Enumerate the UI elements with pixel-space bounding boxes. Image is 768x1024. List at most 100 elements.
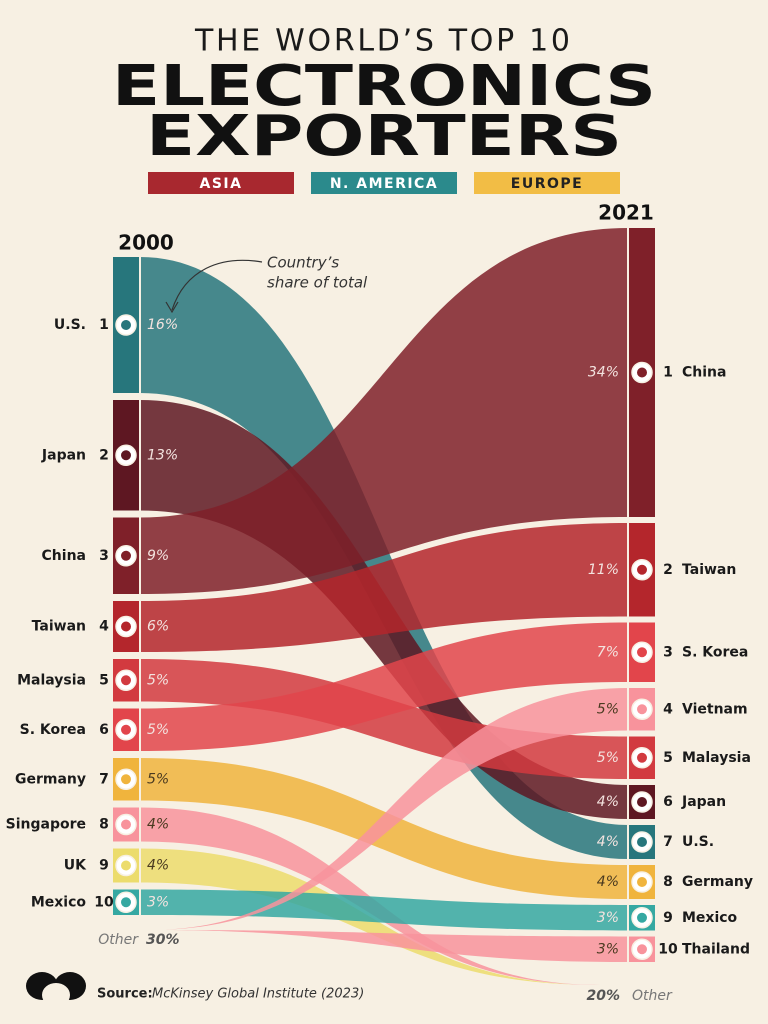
annotation: share of total	[267, 274, 368, 292]
rank: 1	[663, 365, 673, 381]
other-value: 30%	[146, 932, 180, 948]
flow	[140, 257, 628, 859]
legend-swatch	[474, 172, 620, 194]
flag-emblem	[637, 704, 647, 715]
country-name: UK	[64, 858, 87, 874]
country-name: U.S.	[54, 317, 86, 333]
country-name: Mexico	[682, 910, 738, 926]
flag-emblem	[637, 647, 647, 658]
flag-emblem	[637, 837, 647, 847]
value-label: 3%	[147, 894, 169, 910]
legend-label: ASIA	[200, 176, 243, 192]
value-label: 7%	[597, 644, 619, 660]
value-label: 3%	[597, 941, 619, 957]
value-label: 16%	[147, 317, 178, 333]
rank: 5	[99, 672, 109, 688]
rank: 5	[663, 750, 673, 766]
flow	[140, 622, 628, 751]
source: McKinsey Global Institute (2023)	[152, 987, 364, 1002]
flow	[140, 807, 600, 985]
flow	[140, 228, 628, 594]
annotation-arrow	[171, 259, 263, 311]
value-label: 5%	[147, 672, 169, 688]
country-name: S. Korea	[682, 644, 748, 660]
rank: 6	[663, 794, 673, 810]
rank: 7	[99, 771, 109, 787]
source-label: Source:	[97, 987, 153, 1002]
flag-emblem	[637, 944, 647, 955]
rank: 2	[99, 447, 109, 463]
flag-emblem	[637, 752, 647, 763]
title-line: ELECTRONICS	[112, 54, 656, 119]
country-name: Taiwan	[32, 619, 86, 635]
flag-emblem	[121, 320, 131, 330]
flow	[150, 930, 628, 962]
country-name: Japan	[41, 447, 86, 463]
rank: 8	[99, 817, 109, 833]
country-name: Singapore	[6, 817, 86, 833]
flag-emblem	[121, 774, 131, 785]
country-name: Japan	[681, 794, 726, 810]
other-name: Other	[98, 932, 139, 948]
year-label: 2021	[598, 201, 654, 225]
flow	[140, 889, 628, 931]
country-name: S. Korea	[20, 722, 86, 738]
flag-emblem	[121, 724, 131, 735]
flag-emblem	[121, 675, 131, 686]
flag-emblem	[637, 797, 647, 807]
legend-swatch	[148, 172, 294, 194]
value-label: 4%	[597, 794, 619, 810]
value-label: 5%	[147, 771, 169, 787]
flow	[140, 523, 628, 652]
country-name: China	[682, 365, 726, 381]
rank: 3	[99, 548, 109, 564]
other-value: 20%	[586, 988, 620, 1004]
value-label: 5%	[597, 750, 619, 766]
year-label: 2000	[118, 231, 174, 255]
flag-emblem	[121, 819, 131, 830]
rank: 4	[663, 701, 673, 717]
legend-swatch	[311, 172, 457, 194]
rank: 8	[663, 874, 673, 890]
flag-emblem	[121, 550, 131, 561]
country-name: Taiwan	[682, 562, 736, 578]
country-name: Mexico	[31, 894, 87, 910]
country-name: Germany	[15, 771, 86, 787]
country-name: Malaysia	[17, 672, 86, 688]
country-name: Vietnam	[682, 701, 748, 717]
rank: 9	[663, 910, 673, 926]
value-label: 6%	[147, 619, 169, 635]
country-name: China	[42, 548, 86, 564]
legend-label: N. AMERICA	[330, 176, 438, 192]
rank: 1	[99, 317, 109, 333]
value-label: 4%	[147, 817, 169, 833]
value-label: 4%	[597, 874, 619, 890]
value-label: 4%	[147, 858, 169, 874]
other-name: Other	[632, 988, 673, 1004]
bars: U.S. 1 16%Japan 2 13%China 3 9%Taiwan 4 6%Malays…	[6, 228, 753, 1004]
country-name: U.S.	[682, 834, 714, 850]
rank: 6	[99, 722, 109, 738]
value-label: 13%	[147, 447, 178, 463]
value-label: 9%	[147, 548, 169, 564]
flows	[140, 228, 628, 985]
rank: 4	[99, 619, 109, 635]
annotation: Country’s	[267, 254, 339, 272]
rank: 2	[663, 562, 673, 578]
flag-emblem	[121, 450, 131, 461]
value-label: 4%	[597, 834, 619, 850]
legend-label: EUROPE	[511, 176, 583, 192]
value-label: 34%	[588, 365, 619, 381]
legend: ASIA N. AMERICA EUROPE	[148, 172, 620, 194]
title-line: EXPORTERS	[146, 104, 622, 169]
rank: 10	[658, 941, 678, 957]
flag-emblem	[121, 860, 131, 871]
rank: 7	[663, 834, 673, 850]
rank: 9	[99, 858, 109, 874]
title-line: THE WORLD’S TOP 10	[194, 24, 573, 59]
flag-emblem	[637, 912, 647, 923]
flag-emblem	[637, 877, 647, 887]
flag-emblem	[121, 897, 131, 908]
country-name: Germany	[682, 874, 753, 890]
